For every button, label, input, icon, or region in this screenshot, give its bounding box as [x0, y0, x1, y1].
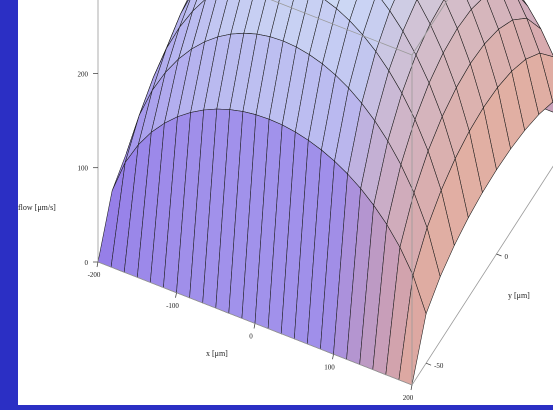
y-tick-label: 0 — [505, 253, 509, 261]
surface-mesh — [98, 0, 553, 385]
x-tick-label: 200 — [403, 394, 414, 402]
x-tick — [411, 385, 412, 390]
x-tick — [176, 293, 177, 298]
z-tick-label: 200 — [78, 70, 89, 78]
x-tick-label: 100 — [324, 363, 335, 371]
x-tick — [333, 354, 334, 359]
z-axis-label: flow [μm/s] — [18, 203, 56, 212]
x-tick-label: 0 — [249, 333, 253, 341]
z-tick-label: 0 — [85, 259, 89, 267]
x-tick-label: -100 — [166, 302, 179, 310]
y-axis-label: y [μm] — [508, 291, 530, 300]
x-tick — [254, 324, 255, 329]
x-tick-label: -200 — [88, 271, 101, 279]
y-tick — [497, 254, 502, 256]
x-axis-label: x [μm] — [206, 349, 228, 358]
z-tick-label: 100 — [78, 165, 89, 173]
x-tick — [97, 262, 98, 267]
y-tick-label: -50 — [434, 362, 444, 370]
y-tick — [426, 363, 431, 365]
